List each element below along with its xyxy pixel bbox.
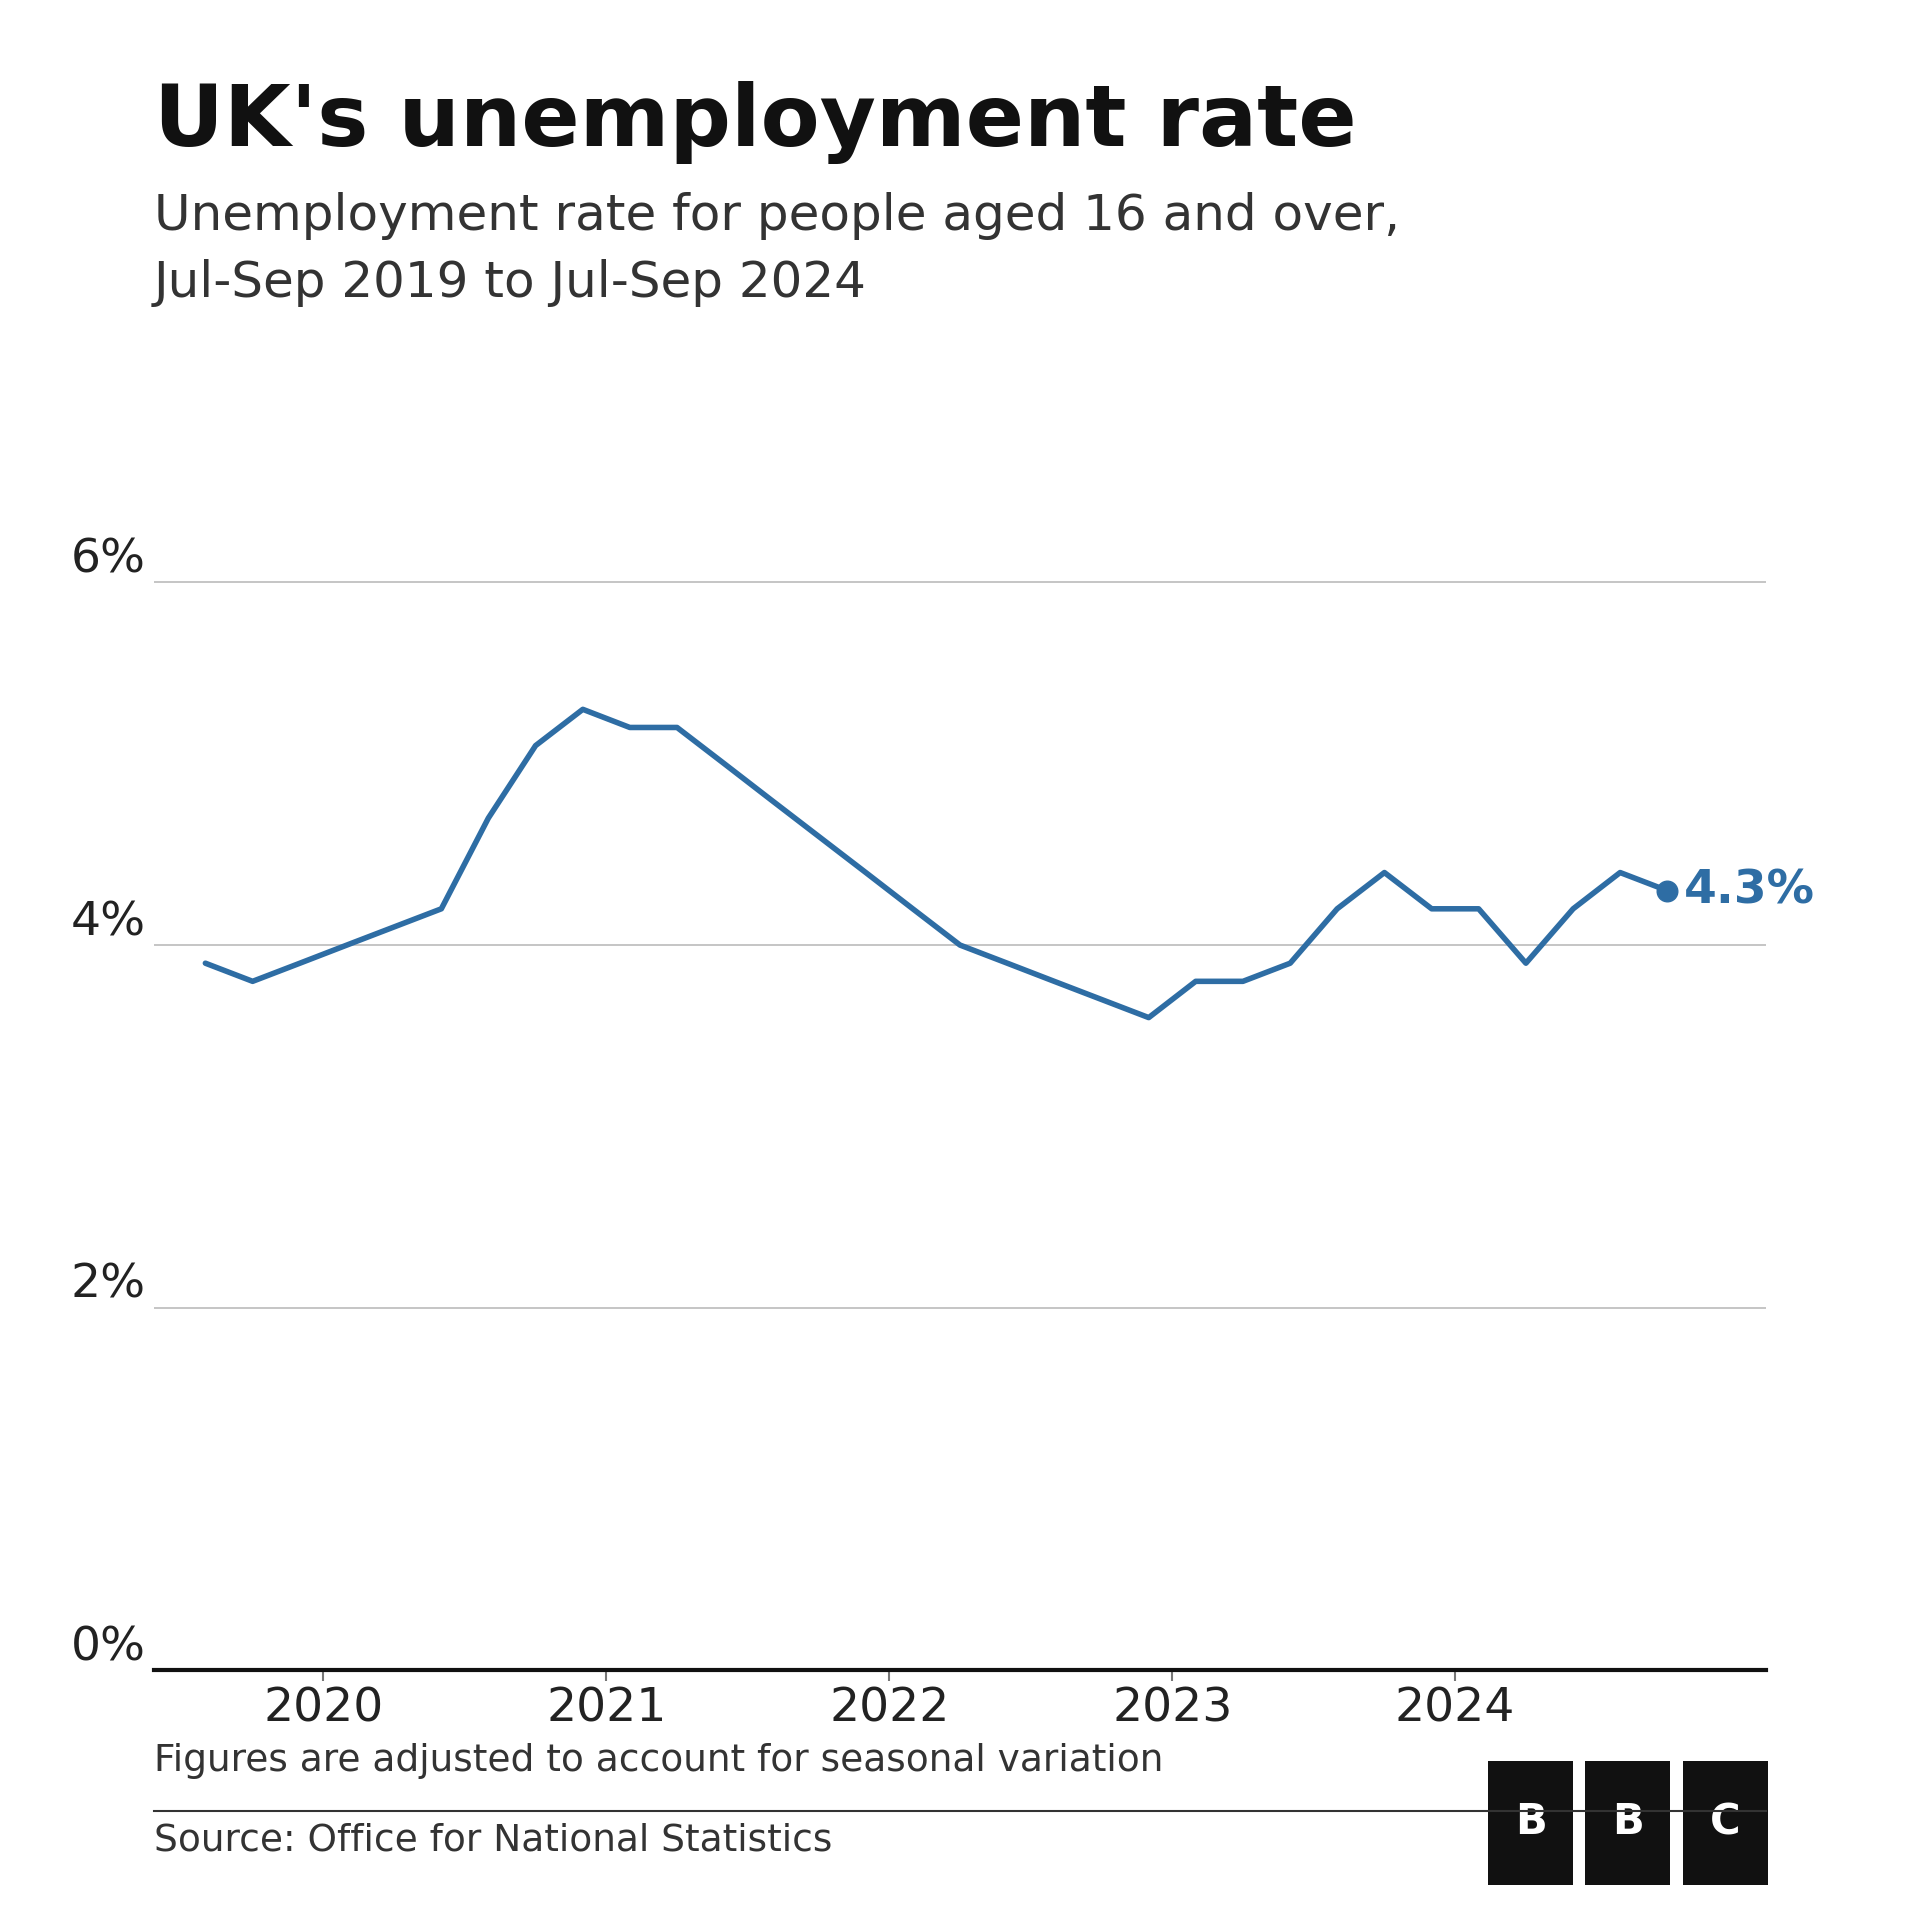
Text: 4.3%: 4.3%: [1684, 868, 1814, 914]
Text: B: B: [1515, 1801, 1546, 1843]
Bar: [1488, 1761, 1572, 1885]
Text: B: B: [1613, 1801, 1644, 1843]
Text: 2%: 2%: [71, 1263, 146, 1308]
Bar: [1586, 1761, 1670, 1885]
Text: UK's unemployment rate: UK's unemployment rate: [154, 81, 1356, 163]
Text: 4%: 4%: [71, 900, 146, 945]
Text: Figures are adjusted to account for seasonal variation: Figures are adjusted to account for seas…: [154, 1743, 1164, 1780]
Text: 0%: 0%: [71, 1626, 146, 1670]
Text: 6%: 6%: [71, 538, 146, 582]
Text: Source: Office for National Statistics: Source: Office for National Statistics: [154, 1822, 831, 1859]
Text: Unemployment rate for people aged 16 and over,
Jul-Sep 2019 to Jul-Sep 2024: Unemployment rate for people aged 16 and…: [154, 192, 1400, 307]
Text: C: C: [1711, 1801, 1741, 1843]
Bar: [1682, 1761, 1768, 1885]
Point: [1651, 876, 1682, 906]
